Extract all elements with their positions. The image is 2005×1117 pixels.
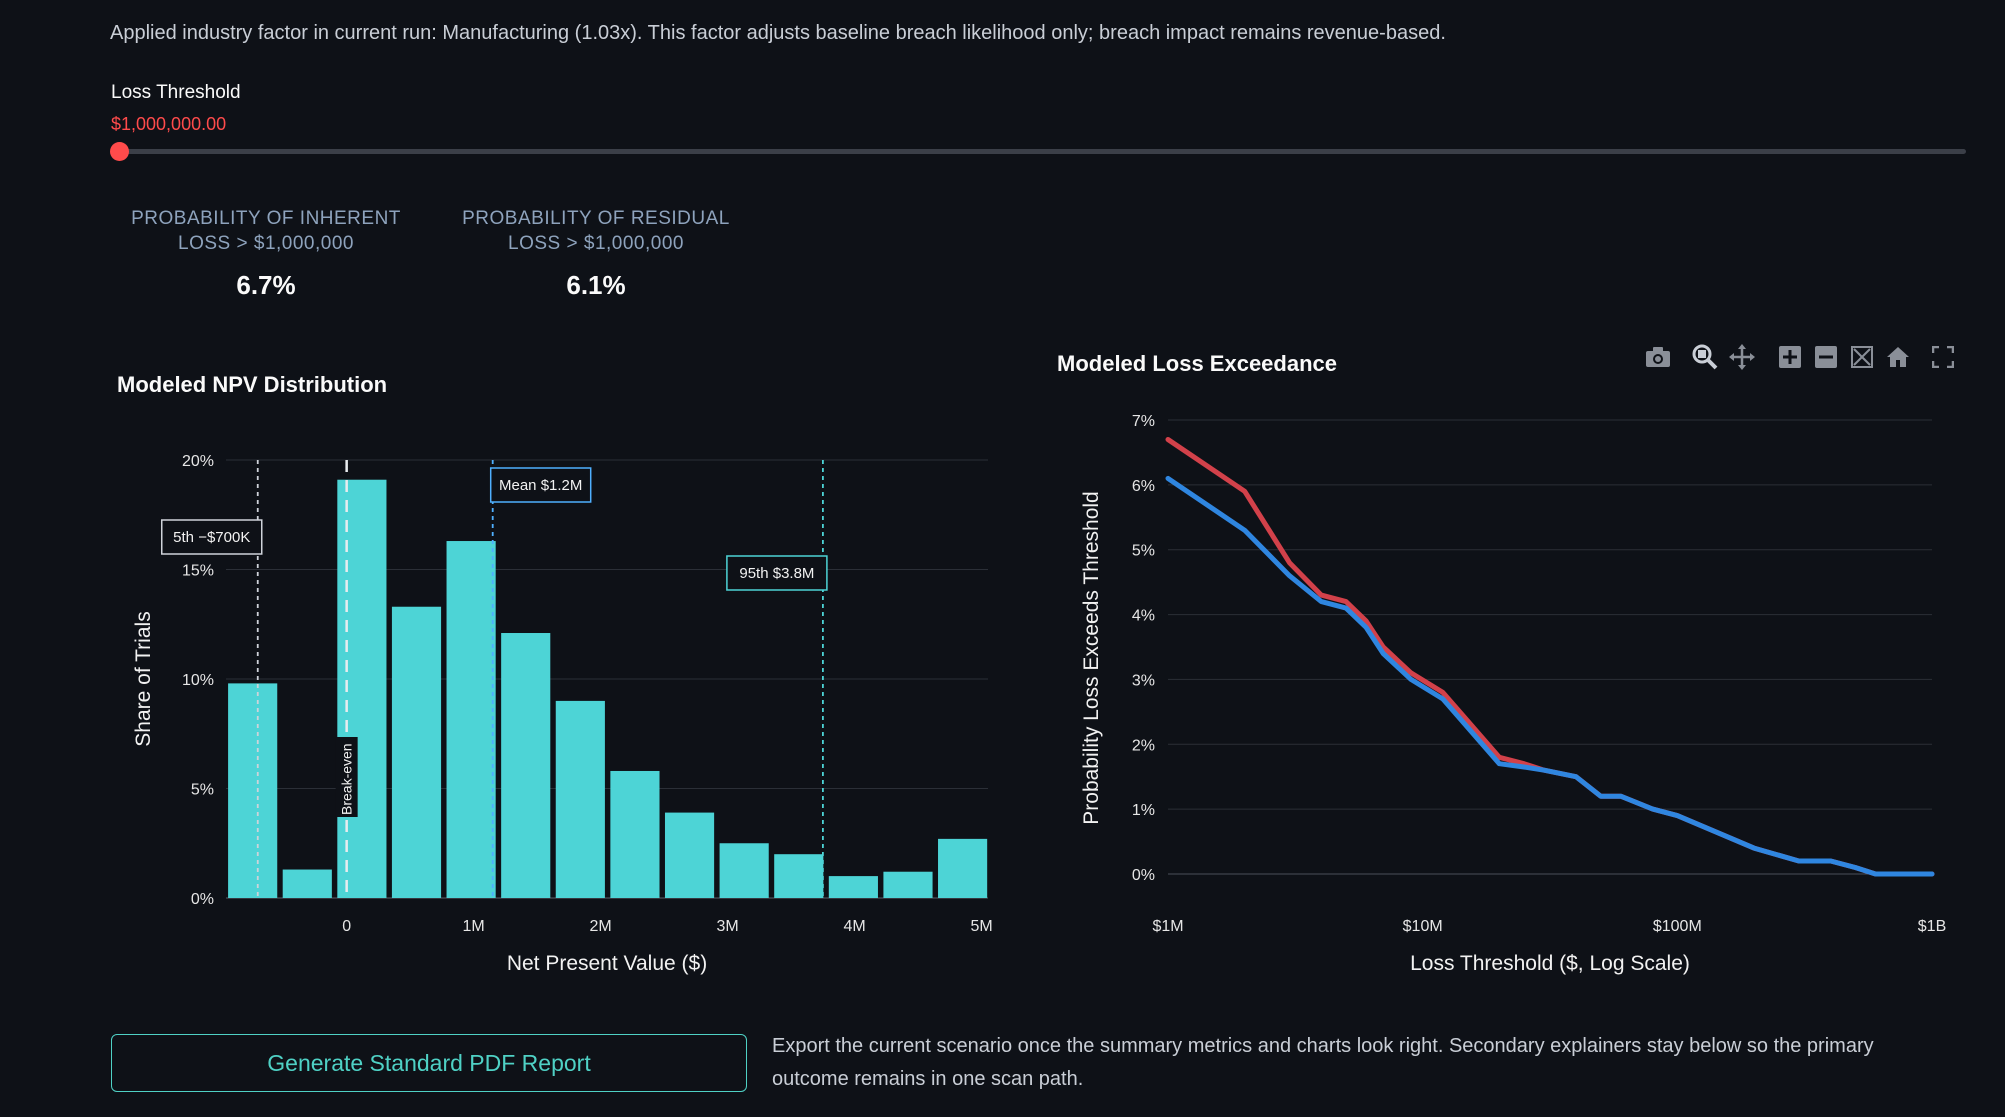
lec-x-axis-label: Loss Threshold ($, Log Scale) (1410, 952, 1690, 975)
npv-x-tick-label: 1M (463, 918, 485, 935)
npv-y-tick-label: 5% (191, 782, 214, 799)
npv-marker-label: 95th $3.8M (739, 565, 814, 582)
loss-threshold-label: Loss Threshold (111, 82, 241, 103)
npv-bar (664, 812, 715, 898)
npv-y-tick-label: 15% (182, 563, 214, 580)
npv-marker-label-box (489, 467, 592, 503)
npv-x-tick-label: 3M (717, 918, 739, 935)
metric-label: LOSS > $1,000,000 (508, 233, 684, 254)
npv-bar (446, 541, 496, 898)
metric-value: 6.1% (566, 270, 626, 300)
npv-y-tick-label: 20% (182, 453, 214, 470)
npv-bar (719, 843, 769, 898)
metric-label: PROBABILITY OF INHERENT (131, 208, 401, 229)
loss-threshold-slider-thumb[interactable] (110, 142, 129, 161)
npv-x-tick-label: 5M (971, 918, 993, 935)
npv-bar (555, 700, 605, 898)
export-note: Export the current scenario once the sum… (772, 1035, 1874, 1090)
fullscreen-icon[interactable] (1928, 342, 1958, 372)
zoom-icon[interactable] (1690, 342, 1720, 372)
npv-marker-label: Mean $1.2M (499, 477, 582, 494)
metric-inherent-loss: PROBABILITY OF INHERENT LOSS > $1,000,00… (116, 206, 416, 301)
npv-bar (610, 770, 660, 898)
lec-y-tick-label: 5% (1132, 543, 1155, 560)
npv-x-tick-label: 2M (590, 918, 612, 935)
loss-threshold-slider-track[interactable] (118, 149, 1966, 154)
npv-marker-label-box (726, 555, 828, 591)
npv-y-axis-label: Share of Trials (132, 611, 155, 746)
lec-y-axis-label: Probability Loss Exceeds Threshold (1080, 491, 1103, 824)
npv-x-tick-label: 0 (342, 918, 351, 935)
lec-x-tick-label: $100M (1653, 918, 1702, 935)
lec-x-tick-label: $1M (1152, 918, 1183, 935)
npv-bar (938, 838, 988, 898)
metric-residual-loss: PROBABILITY OF RESIDUAL LOSS > $1,000,00… (446, 206, 746, 301)
npv-bar (828, 876, 878, 898)
industry-factor-note: Applied industry factor in current run: … (110, 22, 1446, 44)
lec-y-tick-label: 2% (1132, 737, 1155, 754)
generate-pdf-report-button[interactable]: Generate Standard PDF Report (111, 1034, 747, 1092)
npv-distribution-chart[interactable]: 0% 5% 10% 15% 20% 0 1M 2M 3M 4M 5M 5th −$700K Mean $… (0, 0, 1000, 1000)
pan-icon[interactable] (1727, 342, 1757, 372)
lec-y-tick-label: 1% (1132, 802, 1155, 819)
zoom-out-icon[interactable] (1811, 342, 1841, 372)
lec-chart-title: Modeled Loss Exceedance (1057, 351, 1337, 376)
npv-bar (391, 606, 442, 898)
lec-y-tick-label: 0% (1132, 867, 1155, 884)
npv-x-axis-label: Net Present Value ($) (507, 952, 707, 975)
loss-threshold-value: $1,000,000.00 (111, 114, 227, 134)
lec-y-tick-label: 7% (1132, 413, 1155, 430)
metric-value: 6.7% (236, 270, 296, 300)
npv-bar (774, 854, 824, 898)
zoom-in-icon[interactable] (1775, 342, 1805, 372)
npv-bar (883, 871, 933, 898)
lec-x-tick-label: $10M (1403, 918, 1443, 935)
lec-series-line-blue (1165, 475, 1935, 877)
npv-bar (228, 683, 278, 898)
npv-marker-label-box (161, 519, 263, 555)
npv-bar (501, 633, 551, 898)
npv-x-tick-label: 4M (844, 918, 866, 935)
camera-icon[interactable] (1643, 342, 1673, 372)
lec-y-tick-label: 4% (1132, 608, 1155, 625)
npv-chart-title: Modeled NPV Distribution (117, 372, 388, 397)
lec-x-tick-label: $1B (1918, 918, 1946, 935)
metric-label: PROBABILITY OF RESIDUAL (462, 208, 730, 229)
npv-marker-label: Break-even (339, 743, 355, 815)
lec-y-tick-label: 3% (1132, 672, 1155, 689)
autoscale-icon[interactable] (1847, 342, 1877, 372)
home-icon[interactable] (1883, 342, 1913, 372)
loss-exceedance-chart[interactable]: 0% 1% 2% 3% 4% 5% 6% 7% $1M $10M $100M $1B Loss Thre… (0, 0, 2005, 1000)
npv-y-tick-label: 0% (191, 891, 214, 908)
npv-bar (282, 869, 332, 898)
npv-marker-label-box (335, 737, 358, 817)
npv-y-tick-label: 10% (182, 672, 214, 689)
metric-label: LOSS > $1,000,000 (178, 233, 354, 254)
lec-y-tick-label: 6% (1132, 478, 1155, 495)
npv-marker-label: 5th −$700K (173, 529, 250, 546)
